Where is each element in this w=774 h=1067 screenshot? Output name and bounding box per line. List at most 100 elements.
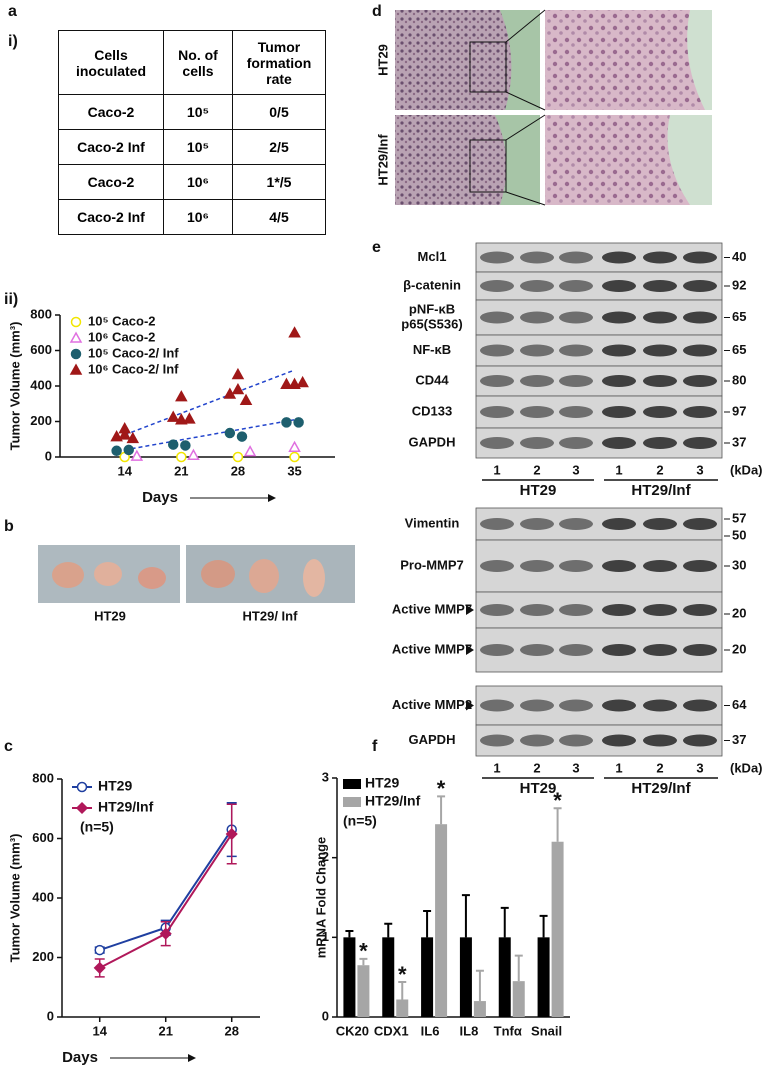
- table-cell: 4/5: [232, 199, 326, 235]
- legend-swatch: [343, 779, 361, 789]
- trend-line: [124, 369, 295, 436]
- blot-label: NF-κB: [413, 342, 451, 357]
- blot-strip: [475, 395, 723, 429]
- y-tick-label: 3: [322, 769, 329, 784]
- error-bar: [398, 980, 407, 1000]
- legend-label: 10⁶ Caco-2/ Inf: [88, 361, 179, 376]
- blot-band: [559, 560, 593, 572]
- table-cell: Caco-2 Inf: [58, 129, 164, 165]
- marker: [126, 431, 140, 444]
- blot-band: [643, 406, 677, 418]
- blot-band: [683, 604, 717, 616]
- blot-band: [520, 699, 554, 712]
- blot-band: [480, 437, 514, 449]
- error-bar: [500, 906, 509, 938]
- marker: [166, 410, 180, 422]
- blot-band: [520, 375, 554, 387]
- blot-band: [683, 251, 717, 264]
- y-axis-label: Tumor Volume (mm³): [7, 834, 22, 963]
- table-cell: Caco-2: [58, 94, 164, 130]
- blot-band: [643, 734, 677, 747]
- bar: [498, 937, 511, 1017]
- panel-letter: f: [372, 738, 378, 755]
- photo-label: HT29/ Inf: [243, 608, 299, 623]
- legend-label: 10⁵ Caco-2/ Inf: [88, 345, 179, 360]
- blot-band: [602, 437, 636, 449]
- blot-band: [559, 437, 593, 449]
- lane-label: 1: [493, 462, 500, 477]
- marker: [183, 412, 196, 424]
- blot-label: GAPDH: [409, 434, 456, 449]
- legend-label: HT29/Inf: [98, 799, 154, 815]
- bar: [396, 999, 409, 1017]
- blot-label: CD44: [415, 372, 449, 387]
- bar: [473, 1001, 486, 1017]
- table-cell: 10⁵: [163, 94, 233, 130]
- lane-label: 3: [696, 462, 703, 477]
- blot-band: [683, 734, 717, 747]
- blot-strip: [475, 627, 723, 673]
- blot-strip: [475, 539, 723, 593]
- table-cell: 10⁶: [163, 199, 233, 235]
- x-tick-label: IL8: [460, 1023, 479, 1038]
- marker: [159, 927, 172, 940]
- blot-strip: [475, 724, 723, 757]
- x-tick-label: CK20: [336, 1023, 369, 1038]
- bar: [512, 981, 525, 1017]
- kda-label: 65: [732, 342, 746, 357]
- error-bar: [539, 914, 548, 938]
- x-tick-label: 14: [92, 1023, 107, 1038]
- marker: [288, 326, 301, 338]
- blot-band: [520, 560, 554, 572]
- blot-band: [480, 375, 514, 387]
- blot-band: [480, 604, 514, 616]
- x-tick-label: 21: [174, 463, 188, 478]
- blot-band: [643, 437, 677, 449]
- blot-band: [480, 406, 514, 418]
- blot-band: [643, 280, 677, 292]
- marker: [296, 375, 309, 388]
- kda-label: 40: [732, 249, 746, 264]
- blot-band: [520, 644, 554, 656]
- lane-label: 1: [615, 462, 622, 477]
- marker: [225, 827, 238, 841]
- blot-band: [520, 406, 554, 418]
- x-tick-label: 14: [117, 463, 132, 478]
- blot-strip: [475, 271, 723, 301]
- blot-band: [683, 406, 717, 418]
- group-label: HT29: [520, 780, 557, 797]
- legend-label: HT29/Inf: [365, 793, 421, 809]
- blot-band: [643, 251, 677, 264]
- histology-images: [395, 9, 712, 206]
- bar: [551, 841, 564, 1017]
- tumor-photos: [38, 545, 355, 603]
- lane-label: 1: [493, 760, 500, 775]
- panel-label: ii): [4, 291, 18, 308]
- kda-label: 92: [732, 277, 746, 292]
- blot-band: [480, 280, 514, 292]
- blot-band: [643, 311, 677, 324]
- y-axis-label: Tumor Volume (mm³): [7, 322, 22, 451]
- panel-label: i): [8, 33, 18, 50]
- blot-band: [480, 699, 514, 712]
- blot-label: CD133: [412, 403, 452, 418]
- significance-mark: *: [553, 788, 562, 813]
- blot-band: [602, 699, 636, 712]
- legend-note: (n=5): [343, 813, 377, 829]
- blot-band: [683, 437, 717, 449]
- blot-band: [480, 311, 514, 324]
- blot-band: [602, 560, 636, 572]
- x-tick-label: 21: [158, 1023, 172, 1038]
- table-cell: Cells inoculated: [58, 30, 164, 95]
- bar: [537, 937, 550, 1017]
- y-tick-label: 800: [32, 770, 54, 785]
- marker: [289, 451, 300, 463]
- bar: [459, 937, 472, 1017]
- y-tick-label: 400: [32, 889, 54, 904]
- kda-label: 37: [732, 434, 746, 449]
- blot-strip: [475, 427, 723, 459]
- kda-label: 20: [732, 605, 746, 620]
- blot-band: [559, 699, 593, 712]
- blot-band: [602, 604, 636, 616]
